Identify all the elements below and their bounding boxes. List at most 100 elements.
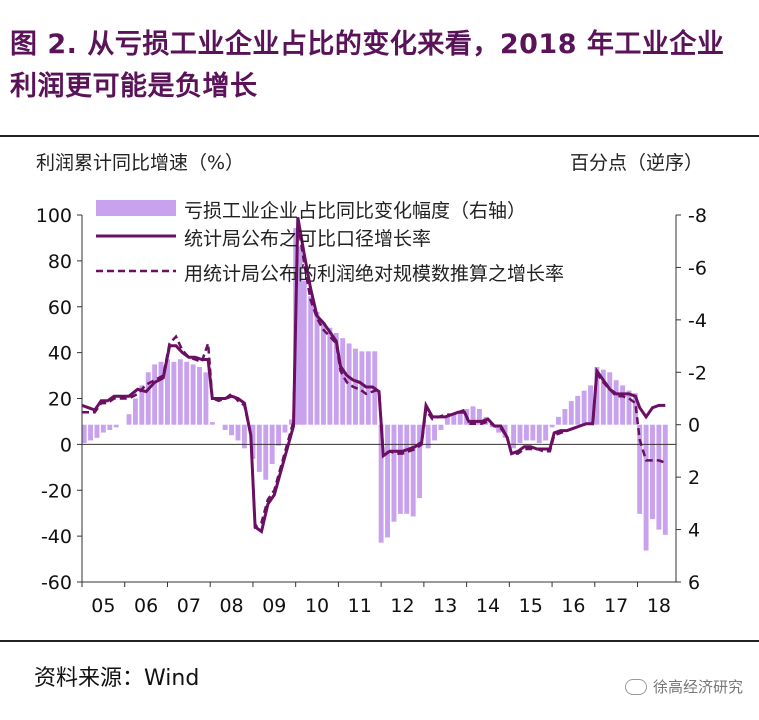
x-tick-label: 17 bbox=[604, 595, 628, 617]
bar bbox=[489, 424, 495, 428]
bar bbox=[250, 424, 256, 459]
left-tick-label: 20 bbox=[48, 389, 72, 411]
bar bbox=[432, 424, 438, 441]
bar bbox=[81, 424, 87, 444]
bar bbox=[536, 424, 542, 444]
bar bbox=[359, 351, 365, 425]
bar bbox=[470, 406, 476, 425]
bar bbox=[126, 414, 132, 425]
bar bbox=[425, 424, 431, 449]
left-axis-title: 利润累计同比增速（%） bbox=[36, 152, 245, 174]
bar bbox=[530, 424, 536, 441]
left-tick-label: 40 bbox=[48, 343, 72, 365]
line-solid-comparable-growth bbox=[81, 217, 666, 535]
x-tick-label: 12 bbox=[390, 595, 414, 617]
bar bbox=[158, 361, 164, 425]
bar bbox=[626, 390, 632, 425]
bar bbox=[444, 416, 450, 425]
x-tick-label: 16 bbox=[561, 595, 585, 617]
bar bbox=[241, 424, 247, 449]
bar bbox=[346, 343, 352, 425]
right-axis-title: 百分点（逆序） bbox=[569, 152, 703, 174]
bar bbox=[613, 380, 619, 425]
bar bbox=[385, 424, 391, 538]
x-tick-label: 15 bbox=[519, 595, 543, 617]
legend-swatch-bar bbox=[96, 200, 176, 216]
bar bbox=[476, 408, 482, 425]
right-tick-label: 4 bbox=[688, 520, 700, 542]
bar bbox=[308, 296, 314, 425]
bar bbox=[378, 424, 384, 543]
bar bbox=[417, 424, 423, 499]
bar bbox=[594, 367, 600, 425]
wechat-icon bbox=[624, 678, 647, 695]
left-tick-label: -40 bbox=[41, 526, 72, 548]
bar bbox=[438, 424, 444, 430]
right-tick-label: -2 bbox=[688, 362, 707, 384]
bar bbox=[197, 367, 202, 425]
legend-label: 用统计局公布的利润绝对规模数推算之增长率 bbox=[184, 263, 564, 285]
bar bbox=[404, 424, 410, 514]
bar bbox=[650, 424, 655, 520]
x-tick-label: 05 bbox=[91, 595, 115, 617]
bar bbox=[637, 424, 643, 514]
bar bbox=[256, 424, 262, 472]
left-tick-label: 80 bbox=[48, 251, 72, 273]
x-tick-label: 14 bbox=[476, 595, 500, 617]
x-tick-label: 07 bbox=[177, 595, 201, 617]
legend-label: 统计局公布之可比口径增长率 bbox=[184, 228, 431, 250]
bar bbox=[288, 419, 294, 425]
bar bbox=[145, 372, 151, 425]
watermark-text: 徐高经济研究 bbox=[652, 678, 743, 696]
bar bbox=[556, 416, 561, 425]
x-tick-label: 13 bbox=[433, 595, 457, 617]
left-tick-label: 60 bbox=[48, 297, 72, 319]
bar bbox=[410, 424, 416, 517]
bar bbox=[113, 424, 119, 428]
right-tick-label: -6 bbox=[688, 257, 707, 279]
right-tick-label: 6 bbox=[688, 572, 700, 594]
bar bbox=[282, 424, 288, 433]
bar bbox=[165, 359, 170, 425]
x-tick-label: 08 bbox=[219, 595, 243, 617]
bar bbox=[314, 311, 320, 425]
bar bbox=[451, 414, 457, 425]
bar bbox=[581, 390, 587, 425]
bar bbox=[543, 424, 549, 441]
bar bbox=[263, 424, 269, 480]
left-tick-label: -60 bbox=[41, 572, 72, 594]
bar bbox=[457, 411, 463, 425]
bar bbox=[297, 246, 303, 425]
bar bbox=[88, 424, 94, 441]
bottom-rule bbox=[0, 640, 759, 642]
line-series bbox=[81, 217, 666, 535]
x-tick-label: 09 bbox=[262, 595, 286, 617]
top-rule bbox=[0, 135, 759, 137]
bar bbox=[575, 395, 581, 425]
bar bbox=[203, 372, 209, 425]
left-tick-label: -20 bbox=[41, 480, 72, 502]
left-tick-label: 100 bbox=[36, 205, 72, 227]
legend-label: 亏损工业企业占比同比变化幅度（右轴） bbox=[184, 200, 526, 222]
bar bbox=[643, 424, 649, 551]
bar bbox=[517, 424, 523, 444]
bar bbox=[177, 359, 183, 425]
bar bbox=[397, 424, 403, 514]
bar bbox=[568, 401, 574, 425]
bar bbox=[139, 385, 145, 425]
bar bbox=[107, 424, 113, 430]
x-tick-label: 18 bbox=[647, 595, 671, 617]
x-tick-label: 06 bbox=[134, 595, 158, 617]
watermark: 徐高经济研究 bbox=[624, 676, 743, 697]
bar bbox=[391, 424, 397, 522]
bar bbox=[333, 332, 339, 425]
right-tick-label: -4 bbox=[688, 310, 707, 332]
bar bbox=[588, 385, 593, 425]
bar bbox=[340, 338, 346, 425]
bar bbox=[276, 424, 282, 446]
bar bbox=[94, 424, 100, 438]
right-tick-label: 0 bbox=[688, 415, 700, 437]
right-tick-label: -8 bbox=[688, 205, 707, 227]
bar bbox=[100, 424, 106, 433]
